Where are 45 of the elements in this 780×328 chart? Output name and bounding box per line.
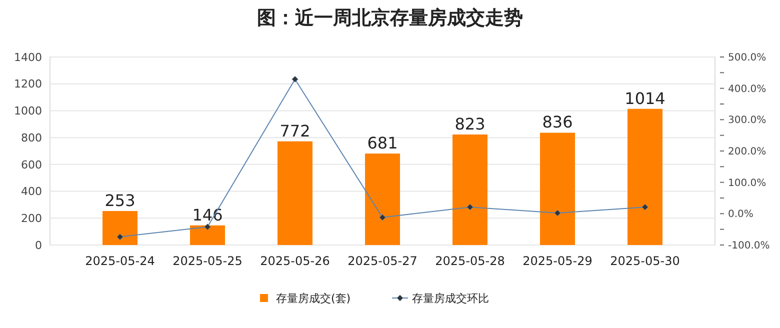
x-tick-label: 2025-05-30 (610, 254, 680, 268)
x-tick-label: 2025-05-26 (260, 254, 330, 268)
legend-label: 存量房成交环比 (412, 292, 489, 305)
point (379, 214, 386, 221)
x-tick-label: 2025-05-27 (348, 254, 418, 268)
bar (540, 132, 575, 245)
chart-title: 图：近一周北京存量房成交走势 (257, 7, 523, 29)
x-tick-label: 2025-05-28 (435, 254, 505, 268)
y-tick-label: 1400 (14, 50, 42, 64)
point (204, 224, 211, 230)
point (116, 234, 124, 240)
y2-tick-label: 200.0% (728, 146, 766, 158)
y2-tick-label: 400.0% (728, 84, 766, 95)
y-tick-label: 800 (21, 131, 42, 144)
y-tick-label: 1000 (14, 104, 42, 118)
bar (278, 141, 312, 245)
y2-tick-label: 300.0% (728, 115, 766, 126)
point (466, 204, 474, 210)
data-label: 681 (367, 134, 398, 153)
y2-tick-label: 0.0% (728, 209, 754, 220)
x-tick-label: 2025-05-24 (85, 254, 155, 268)
y2-tick-label: -100.0% (728, 240, 770, 252)
bar (365, 154, 400, 245)
y2-tick-label: 500.0% (728, 52, 766, 64)
y-tick-label: 1200 (14, 78, 42, 91)
point (554, 210, 561, 216)
point (292, 76, 298, 82)
data-label: 836 (542, 112, 573, 132)
y-tick-label: 600 (21, 158, 42, 172)
y-tick-label: 200 (21, 212, 42, 225)
bar (102, 211, 138, 245)
point (642, 204, 648, 210)
data-label: 772 (280, 121, 310, 140)
legend-label: 存量房成交(套) (276, 292, 351, 305)
x-tick-label: 2025-05-25 (172, 254, 242, 268)
y-tick-label: 0 (35, 238, 42, 252)
y-tick-label: 400 (21, 185, 42, 198)
bar (452, 134, 488, 245)
x-tick-label: 2025-05-29 (522, 254, 592, 268)
data-label: 253 (104, 191, 136, 210)
bar (628, 108, 662, 245)
y2-tick-label: 100.0% (728, 178, 766, 189)
bar (190, 225, 225, 245)
data-label: 823 (454, 114, 486, 134)
data-label: 1014 (624, 88, 666, 108)
